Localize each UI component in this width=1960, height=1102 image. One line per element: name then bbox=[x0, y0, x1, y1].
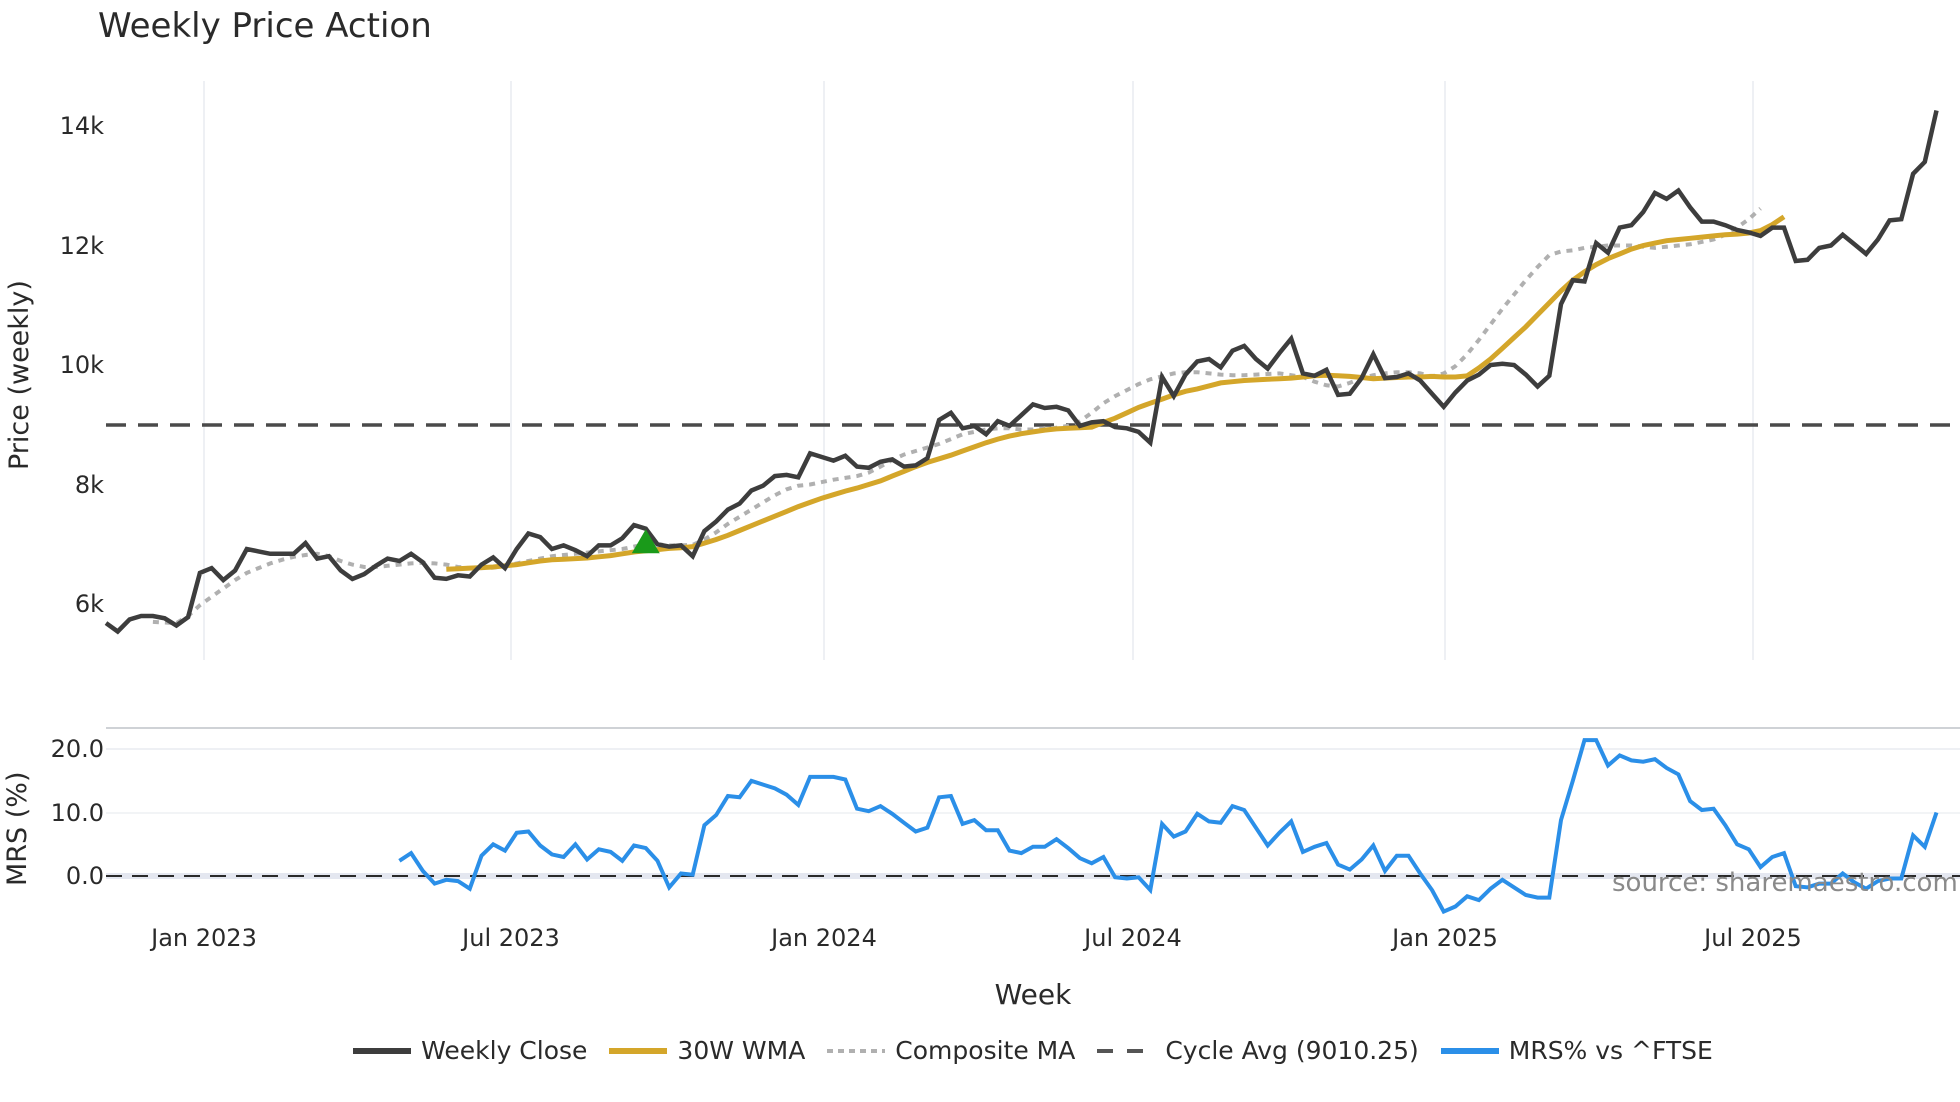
legend-item-cycle-avg[interactable]: Cycle Avg (9010.25) bbox=[1097, 1036, 1419, 1065]
x-axis-title: Week bbox=[994, 978, 1072, 1011]
legend-label: Weekly Close bbox=[421, 1036, 588, 1065]
x-tick-jul-2024: Jul 2024 bbox=[1084, 924, 1182, 952]
mrs-line bbox=[398, 738, 1939, 915]
solid-line-swatch-icon bbox=[1440, 1047, 1499, 1054]
source-annotation: source: sharemaestro.com bbox=[1612, 868, 1958, 898]
buy-signal-triangle-icon bbox=[631, 529, 660, 554]
y-tick-12k: 12k bbox=[59, 232, 104, 260]
x-tick-jul-2025: Jul 2025 bbox=[1704, 924, 1802, 952]
x-tick-jan-2025: Jan 2025 bbox=[1392, 924, 1498, 952]
legend: Weekly Close 30W WMA Composite MA Cycle … bbox=[0, 1036, 1960, 1065]
x-tick-jul-2023: Jul 2023 bbox=[462, 924, 560, 952]
solid-line-swatch-icon bbox=[609, 1047, 668, 1054]
legend-label: Cycle Avg (9010.25) bbox=[1165, 1036, 1419, 1065]
dashed-line-swatch-icon bbox=[1097, 1048, 1156, 1053]
legend-label: MRS% vs ^FTSE bbox=[1508, 1036, 1713, 1065]
legend-item-30w-wma[interactable]: 30W WMA bbox=[609, 1036, 805, 1065]
legend-item-weekly-close[interactable]: Weekly Close bbox=[353, 1036, 587, 1065]
wma-30w-line bbox=[446, 214, 1786, 572]
x-tick-jan-2024: Jan 2024 bbox=[771, 924, 877, 952]
y-tick-6k: 6k bbox=[74, 590, 104, 618]
legend-label: Composite MA bbox=[895, 1036, 1076, 1065]
legend-label: 30W WMA bbox=[677, 1036, 806, 1065]
y-tick-14k: 14k bbox=[59, 112, 104, 140]
mrs-tick-20: 20.0 bbox=[50, 735, 104, 763]
y-tick-10k: 10k bbox=[59, 351, 104, 379]
mrs-tick-10: 10.0 bbox=[50, 799, 104, 827]
mrs-gridlines bbox=[106, 727, 1960, 879]
legend-item-composite-ma[interactable]: Composite MA bbox=[827, 1036, 1075, 1065]
x-tick-jan-2023: Jan 2023 bbox=[151, 924, 257, 952]
weekly-close-line bbox=[104, 110, 1939, 635]
mrs-tick-0: 0.0 bbox=[65, 862, 104, 890]
y-tick-8k: 8k bbox=[74, 471, 104, 499]
solid-line-swatch-icon bbox=[353, 1047, 412, 1054]
chart-title: Weekly Price Action bbox=[98, 6, 432, 46]
dotted-line-swatch-icon bbox=[827, 1048, 886, 1053]
legend-item-mrs[interactable]: MRS% vs ^FTSE bbox=[1440, 1036, 1713, 1065]
